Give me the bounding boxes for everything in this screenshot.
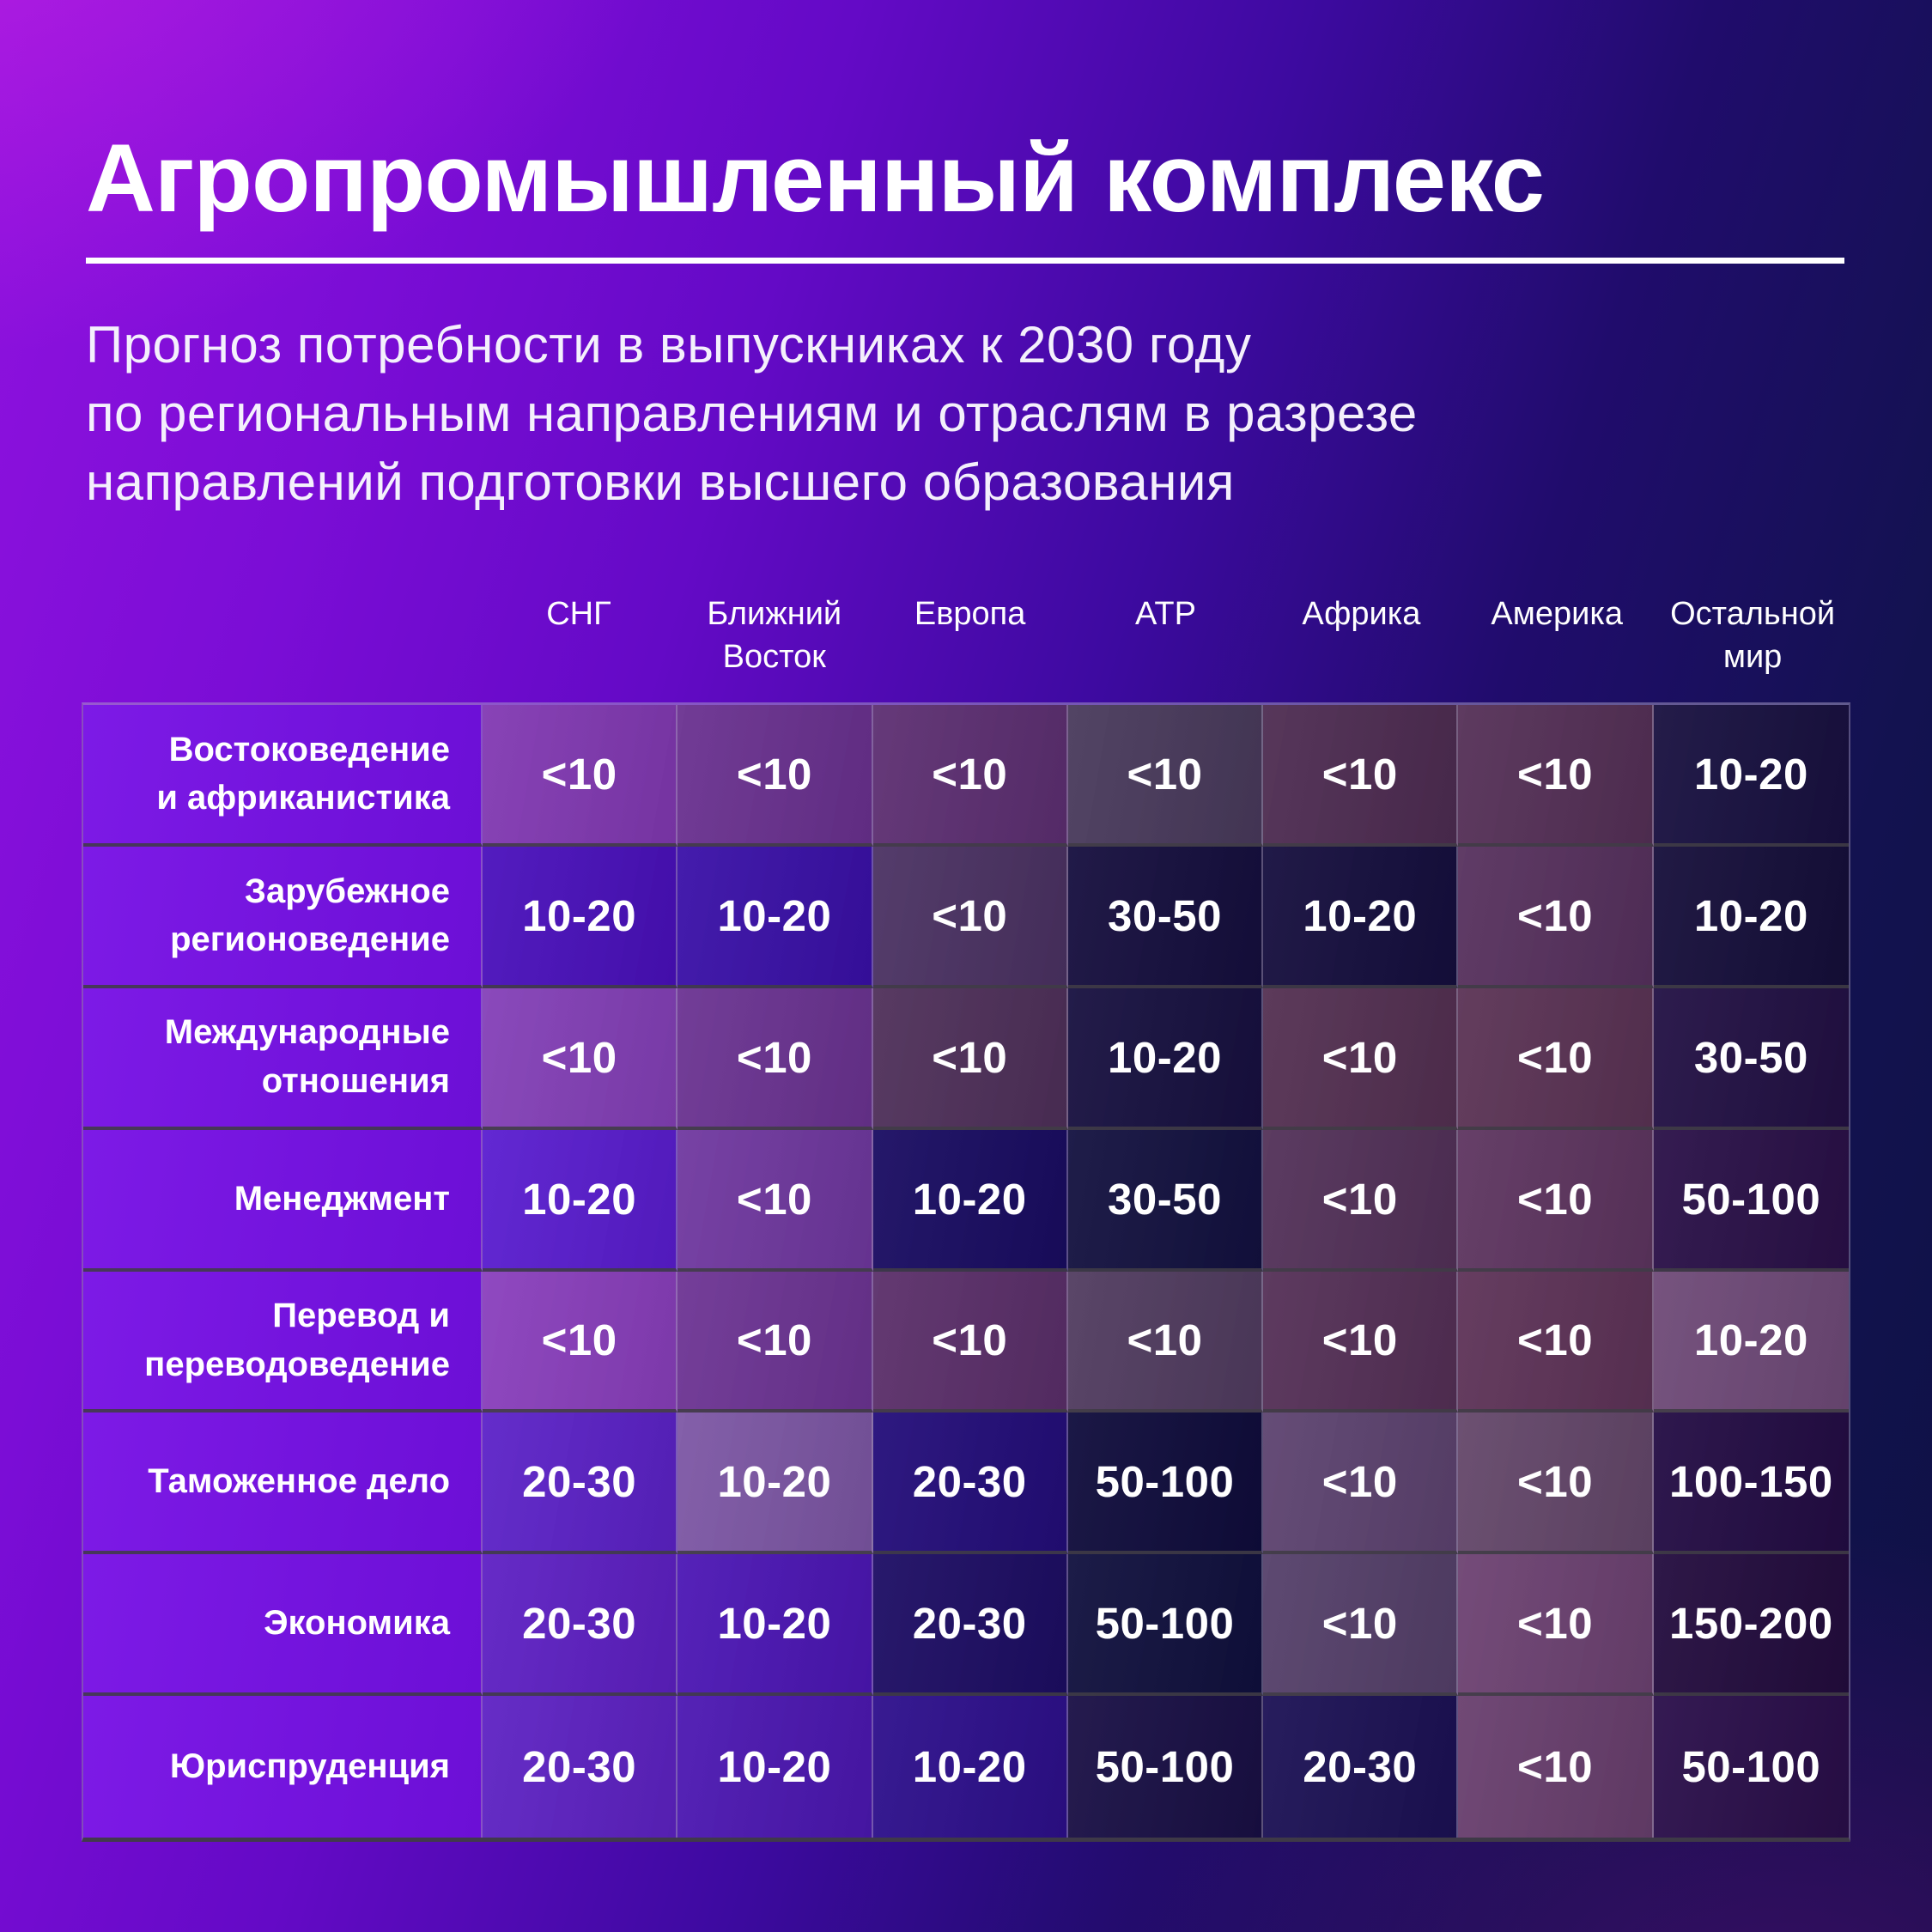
heatmap-cell: 50-100 bbox=[1067, 1554, 1264, 1697]
heatmap-cell: <10 bbox=[483, 1271, 678, 1413]
heatmap-cell: 50-100 bbox=[1067, 1413, 1264, 1555]
heatmap-cell: 10-20 bbox=[1653, 705, 1849, 847]
heatmap-cell: <10 bbox=[483, 705, 678, 847]
heatmap-cell: 10-20 bbox=[677, 1413, 873, 1555]
heatmap-cell: <10 bbox=[677, 1271, 873, 1413]
heatmap-cell: 10-20 bbox=[677, 1554, 873, 1697]
heatmap-cell: <10 bbox=[677, 987, 873, 1130]
heatmap-cell: 10-20 bbox=[483, 1129, 678, 1272]
row-label: Менеджмент bbox=[83, 1129, 483, 1272]
row-label: Международные отношения bbox=[83, 987, 483, 1130]
column-header-america: Америка bbox=[1491, 596, 1623, 632]
heatmap-cell: <10 bbox=[1263, 987, 1459, 1130]
heatmap-cell: 10-20 bbox=[1653, 846, 1849, 988]
subtitle-line: направлений подготовки высшего образован… bbox=[86, 453, 1235, 511]
heatmap-cell: <10 bbox=[1458, 1129, 1654, 1272]
heatmap-cell: 30-50 bbox=[1653, 987, 1849, 1130]
heatmap-cell: 30-50 bbox=[1067, 1129, 1264, 1272]
column-headers: СНГ Ближний Восток Европа АТР Африка Аме… bbox=[82, 592, 1850, 678]
heatmap-cell: <10 bbox=[872, 1271, 1068, 1413]
heatmap-cell: 20-30 bbox=[483, 1696, 678, 1838]
heatmap-cell: <10 bbox=[677, 1129, 873, 1272]
column-header-rest-of-world: Остальной мир bbox=[1670, 596, 1836, 676]
subtitle-line: Прогноз потребности в выпускниках к 2030… bbox=[86, 316, 1252, 374]
heatmap-cell: <10 bbox=[872, 846, 1068, 988]
heatmap-cell: <10 bbox=[1067, 1271, 1264, 1413]
heatmap-cell: 20-30 bbox=[483, 1554, 678, 1697]
heatmap-cell: 50-100 bbox=[1653, 1129, 1849, 1272]
column-header-africa: Африка bbox=[1302, 596, 1421, 632]
heatmap-cell: 50-100 bbox=[1067, 1696, 1264, 1838]
heatmap-cell: <10 bbox=[1458, 705, 1654, 847]
heatmap-cell: <10 bbox=[1458, 1696, 1654, 1838]
heatmap-cell: 150-200 bbox=[1653, 1554, 1849, 1697]
heatmap-cell: 30-50 bbox=[1067, 846, 1264, 988]
heatmap-cell: <10 bbox=[872, 705, 1068, 847]
row-label: Экономика bbox=[83, 1554, 483, 1697]
column-header-spacer bbox=[82, 592, 481, 678]
heatmap-cell: <10 bbox=[1263, 705, 1459, 847]
page-title: Агропромышленный комплекс bbox=[86, 125, 1545, 233]
heatmap-cell: 20-30 bbox=[1263, 1696, 1459, 1838]
heatmap-cell: 10-20 bbox=[872, 1129, 1068, 1272]
heatmap-cell: <10 bbox=[677, 705, 873, 847]
heatmap-cell: 20-30 bbox=[872, 1554, 1068, 1697]
heatmap-cell: 20-30 bbox=[483, 1413, 678, 1555]
row-label: Зарубежное регионоведение bbox=[83, 846, 483, 988]
heatmap-cell: 10-20 bbox=[483, 846, 678, 988]
page-subtitle: Прогноз потребности в выпускниках к 2030… bbox=[86, 311, 1418, 517]
heatmap-cell: <10 bbox=[1067, 705, 1264, 847]
column-header-europe: Европа bbox=[914, 596, 1026, 632]
heatmap-cell: 10-20 bbox=[677, 846, 873, 988]
heatmap-cell: 20-30 bbox=[872, 1413, 1068, 1555]
heatmap-cell: 50-100 bbox=[1653, 1696, 1849, 1838]
column-header-apac: АТР bbox=[1135, 596, 1196, 632]
heatmap-cell: <10 bbox=[1263, 1271, 1459, 1413]
heatmap-cell: <10 bbox=[1458, 1271, 1654, 1413]
heatmap-cell: <10 bbox=[1263, 1554, 1459, 1697]
column-header-middle-east: Ближний Восток bbox=[707, 596, 842, 676]
row-label: Таможенное дело bbox=[83, 1413, 483, 1555]
heatmap-cell: <10 bbox=[1263, 1413, 1459, 1555]
heatmap-cell: <10 bbox=[1263, 1129, 1459, 1272]
row-label: Юриспруденция bbox=[83, 1696, 483, 1838]
row-label: Востоковедение и африканистика bbox=[83, 705, 483, 847]
heatmap-cell: <10 bbox=[1458, 846, 1654, 988]
heatmap-cell: 10-20 bbox=[1653, 1271, 1849, 1413]
heatmap-cell: <10 bbox=[1458, 1413, 1654, 1555]
heatmap-cell: <10 bbox=[872, 987, 1068, 1130]
heatmap-cell: 10-20 bbox=[872, 1696, 1068, 1838]
heatmap-cell: <10 bbox=[483, 987, 678, 1130]
subtitle-line: по региональным направлениям и отраслям … bbox=[86, 385, 1418, 442]
demand-heatmap-table: Востоковедение и африканистика <10 <10 <… bbox=[82, 702, 1850, 1842]
heatmap-cell: <10 bbox=[1458, 987, 1654, 1130]
heatmap-cell: <10 bbox=[1458, 1554, 1654, 1697]
heatmap-cell: 100-150 bbox=[1653, 1413, 1849, 1555]
heatmap-cell: 10-20 bbox=[677, 1696, 873, 1838]
column-header-cis: СНГ bbox=[546, 596, 611, 632]
title-divider bbox=[86, 258, 1844, 264]
heatmap-cell: 10-20 bbox=[1067, 987, 1264, 1130]
heatmap-cell: 10-20 bbox=[1263, 846, 1459, 988]
row-label: Перевод и переводоведение bbox=[83, 1271, 483, 1413]
